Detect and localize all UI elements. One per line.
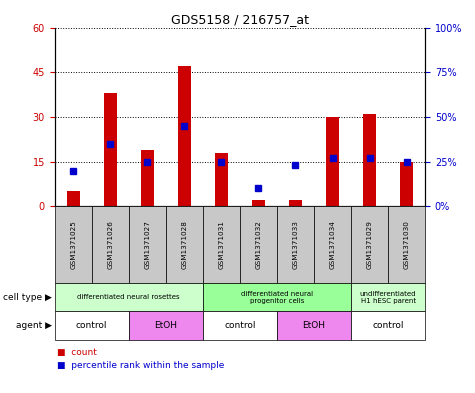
Bar (314, 206, 351, 283)
Bar (252, 200, 265, 206)
Bar (141, 150, 154, 206)
Bar (215, 152, 228, 206)
Bar (351, 206, 388, 283)
Bar (289, 200, 302, 206)
Bar (55, 206, 92, 283)
Bar (104, 93, 117, 206)
Bar (129, 206, 166, 283)
Text: GSM1371033: GSM1371033 (293, 220, 298, 269)
Text: GSM1371025: GSM1371025 (70, 220, 76, 269)
Text: GSM1371029: GSM1371029 (367, 220, 372, 269)
Bar (92, 206, 129, 283)
Text: control: control (224, 321, 256, 330)
Text: cell type ▶: cell type ▶ (3, 293, 52, 301)
Text: GSM1371034: GSM1371034 (330, 220, 335, 269)
Text: GSM1371028: GSM1371028 (181, 220, 187, 269)
Text: control: control (76, 321, 107, 330)
Bar (363, 114, 376, 206)
Bar (55, 311, 129, 340)
Bar (66, 191, 80, 206)
Bar (277, 311, 351, 340)
Bar (178, 66, 191, 206)
Text: GSM1371026: GSM1371026 (107, 220, 113, 269)
Text: EtOH: EtOH (303, 321, 325, 330)
Text: differentiated neural rosettes: differentiated neural rosettes (77, 294, 180, 300)
Text: ■  count: ■ count (57, 348, 97, 357)
Text: agent ▶: agent ▶ (16, 321, 52, 330)
Bar (203, 311, 277, 340)
Text: control: control (372, 321, 404, 330)
Bar (351, 283, 425, 311)
Text: ■  percentile rank within the sample: ■ percentile rank within the sample (57, 362, 224, 370)
Text: GSM1371030: GSM1371030 (404, 220, 409, 269)
Text: EtOH: EtOH (154, 321, 177, 330)
Bar (55, 283, 203, 311)
Bar (277, 206, 314, 283)
Bar (240, 206, 277, 283)
Bar (326, 117, 339, 206)
Bar (203, 206, 240, 283)
Bar (203, 283, 351, 311)
Text: undifferentiated
H1 hESC parent: undifferentiated H1 hESC parent (360, 290, 416, 304)
Bar (388, 206, 425, 283)
Bar (129, 311, 203, 340)
Text: GSM1371027: GSM1371027 (144, 220, 150, 269)
Text: GSM1371032: GSM1371032 (256, 220, 261, 269)
Text: GSM1371031: GSM1371031 (218, 220, 224, 269)
Text: differentiated neural
progenitor cells: differentiated neural progenitor cells (241, 290, 313, 304)
Bar (166, 206, 203, 283)
Bar (400, 162, 413, 206)
Bar (351, 311, 425, 340)
Title: GDS5158 / 216757_at: GDS5158 / 216757_at (171, 13, 309, 26)
